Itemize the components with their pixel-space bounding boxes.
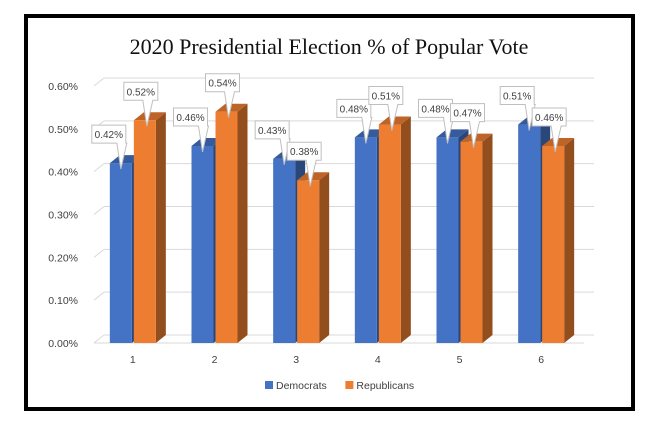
y-tick-label: 0.60% <box>48 81 78 93</box>
legend-swatch <box>345 381 354 389</box>
legend: Democrats Republicans <box>265 380 414 392</box>
bar-top <box>460 133 493 142</box>
gridline-depth <box>93 291 105 301</box>
data-label: 0.38% <box>290 147 318 158</box>
bar-top <box>378 116 411 125</box>
bar <box>436 137 459 343</box>
bar <box>191 145 214 343</box>
chart-title: 2020 Presidential Election % of Popular … <box>130 34 529 59</box>
chart-frame: 2020 Presidential Election % of Popular … <box>24 14 635 411</box>
bar <box>542 145 565 343</box>
gridline-depth <box>93 248 105 258</box>
bar <box>297 180 320 343</box>
bar <box>215 111 238 343</box>
data-label: 0.54% <box>208 79 236 90</box>
bar-top <box>542 137 575 146</box>
legend-label: Republicans <box>356 380 414 392</box>
y-tick-label: 0.10% <box>48 295 78 307</box>
y-tick-label: 0.20% <box>48 252 78 264</box>
bar-side <box>155 112 166 344</box>
bar <box>109 163 132 343</box>
x-tick-label: 4 <box>375 354 381 366</box>
legend-label: Democrats <box>276 380 327 392</box>
x-tick-label: 1 <box>130 354 136 366</box>
data-label-callout <box>123 81 159 127</box>
gridline-depth <box>93 163 105 173</box>
data-label: 0.47% <box>453 109 481 120</box>
bar-top <box>436 129 469 138</box>
data-label-callout <box>450 103 485 148</box>
data-label: 0.42% <box>95 130 123 141</box>
data-label: 0.43% <box>258 126 286 137</box>
data-label: 0.51% <box>372 92 400 103</box>
bar-side <box>482 133 493 343</box>
y-tick-label: 0.30% <box>48 210 78 222</box>
data-label-callout <box>531 107 567 153</box>
bar <box>354 137 377 343</box>
bar <box>378 124 401 343</box>
bar-side <box>400 116 411 343</box>
data-label: 0.46% <box>535 113 563 124</box>
data-label: 0.48% <box>421 104 449 115</box>
y-tick-label: 0.00% <box>48 338 78 350</box>
y-tick-label: 0.40% <box>48 167 78 179</box>
data-label-callout <box>91 124 128 170</box>
data-labels: 0.42% 0.52% 0.46% 0.54% 0.43% 0.38% 0.48% 0.51%… <box>91 73 567 187</box>
x-tick-label: 5 <box>457 354 463 366</box>
bar-top <box>297 172 330 181</box>
data-label-callout <box>173 107 210 153</box>
data-label: 0.51% <box>503 92 531 103</box>
chart-svg: 2020 Presidential Election % of Popular … <box>48 34 594 392</box>
x-tick-label: 2 <box>212 354 218 366</box>
bars <box>109 103 575 344</box>
bar <box>273 158 296 343</box>
bar <box>133 120 156 344</box>
data-label: 0.52% <box>127 87 155 98</box>
data-label: 0.48% <box>340 104 368 115</box>
x-tick-label: 3 <box>293 354 299 366</box>
bar-side <box>319 172 330 343</box>
data-label: 0.46% <box>176 113 204 124</box>
data-label-callout <box>418 98 455 144</box>
data-label-callout <box>205 73 240 118</box>
gridline-depth <box>93 206 105 215</box>
bar <box>460 141 483 343</box>
x-tick-label: 6 <box>538 354 544 366</box>
gridline-depth <box>93 334 105 344</box>
bar-side <box>564 137 575 343</box>
y-axis: 0.00% 0.10% 0.20% 0.30% 0.40% 0.50% 0.60% <box>48 81 78 350</box>
bar-top <box>215 103 248 112</box>
legend-swatch <box>265 381 273 389</box>
data-label-callout <box>368 86 404 131</box>
x-axis: 1 2 3 4 5 6 <box>130 354 544 366</box>
y-tick-label: 0.50% <box>48 124 78 136</box>
gridline-depth <box>93 77 105 87</box>
bar-top <box>133 112 166 121</box>
data-label-callout <box>286 141 322 187</box>
bar-side <box>237 103 248 343</box>
bar <box>518 124 541 343</box>
